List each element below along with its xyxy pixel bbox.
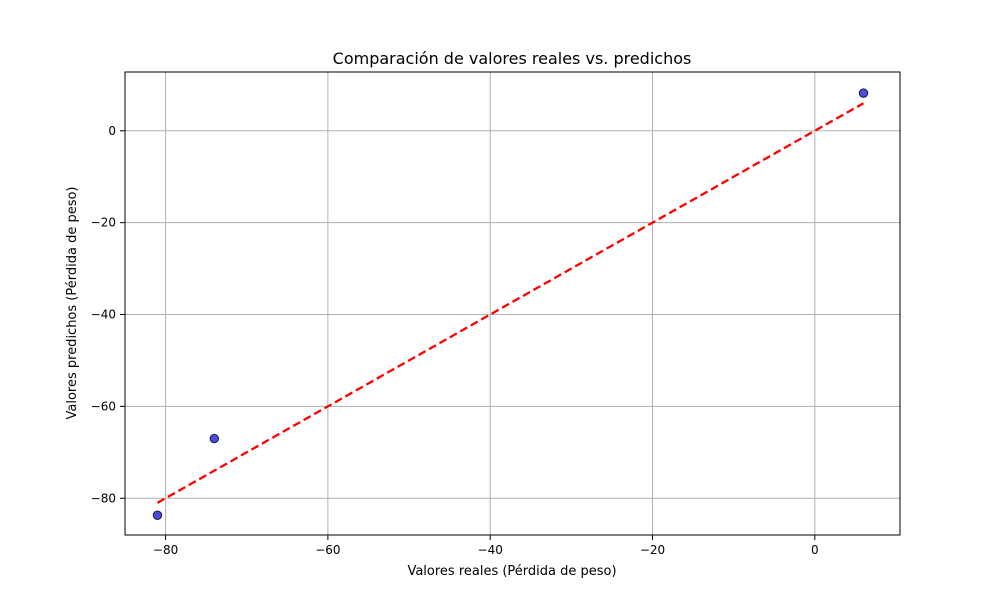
x-tick-label: −60: [315, 543, 340, 557]
y-tick-label: −80: [91, 491, 116, 505]
plot-area-frame: [124, 71, 901, 536]
scatter-point: [152, 510, 163, 520]
y-tick-label: −40: [91, 308, 116, 322]
x-tick-label: −20: [640, 543, 665, 557]
x-tick-label: −40: [478, 543, 503, 557]
grid-lines: [125, 72, 900, 535]
scatter-point: [858, 88, 869, 98]
y-tick-label: −60: [91, 399, 116, 413]
chart-title: Comparación de valores reales vs. predic…: [333, 49, 692, 68]
y-tick-label: 0: [108, 124, 116, 138]
scatter-point: [209, 433, 219, 444]
x-axis-title: Valores reales (Pérdida de peso): [407, 564, 616, 579]
y-axis-title: Valores predichos (Pérdida de peso): [65, 186, 80, 419]
x-tick-label: 0: [811, 543, 819, 557]
y-tick-label: −20: [91, 216, 116, 230]
scatter-points: [152, 88, 869, 520]
reference-line: [156, 102, 865, 504]
x-tick-label: −80: [153, 543, 178, 557]
reference-line-group: [156, 102, 865, 504]
axis-ticks: −80 −60 −40 −20 0 −80 −60 −40 −20 0: [91, 124, 819, 557]
